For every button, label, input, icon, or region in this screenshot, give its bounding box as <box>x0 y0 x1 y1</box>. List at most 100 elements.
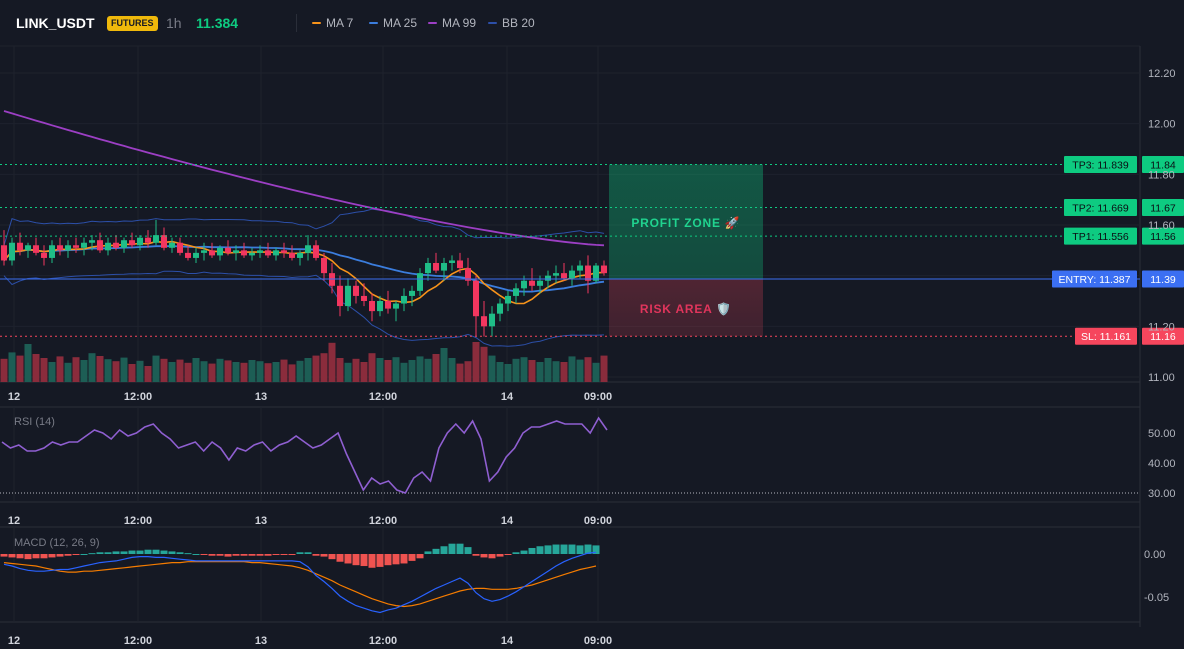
timeframe-label[interactable]: 1h <box>166 15 182 31</box>
macd-pane: MACD (12, 26, 9) 0.00 -0.05 <box>0 537 1169 614</box>
volume-bar <box>496 362 504 382</box>
volume-bar <box>32 354 40 382</box>
macd-tick-label: 0.00 <box>1144 549 1165 561</box>
volume-bar <box>320 353 328 382</box>
volume-bar <box>280 359 288 382</box>
time-tick-label: 14 <box>501 635 514 647</box>
macd-histogram-bar <box>272 554 280 555</box>
time-tick-label: 12:00 <box>124 635 152 647</box>
time-tick-label: 13 <box>255 635 267 647</box>
macd-histogram-bar <box>152 549 160 554</box>
macd-histogram-bar <box>240 554 248 556</box>
time-tick-label: 12:00 <box>369 635 397 647</box>
candle-body <box>121 240 127 248</box>
volume-bar <box>384 360 392 382</box>
macd-signal-line <box>3 561 597 608</box>
trade-zones: PROFIT ZONE 🚀 RISK AREA 🛡️ <box>609 164 763 337</box>
symbol-name[interactable]: LINK_USDT <box>16 15 95 31</box>
macd-histogram-bar <box>456 543 464 554</box>
time-tick-label: 12 <box>8 635 20 647</box>
candle-body <box>553 273 559 276</box>
candle-body <box>577 265 583 271</box>
bb20-swatch-icon <box>488 22 497 24</box>
volume-bar <box>352 358 360 382</box>
candle-body <box>593 265 599 281</box>
macd-histogram-bar <box>168 551 176 554</box>
time-tick-label: 09:00 <box>584 391 612 403</box>
profit-zone-label: PROFIT ZONE 🚀 <box>631 216 740 230</box>
volume-bar <box>600 355 608 382</box>
macd-histogram-bar <box>280 554 288 555</box>
legend-ma7[interactable]: MA 7 <box>312 16 353 30</box>
candle-body <box>233 250 239 253</box>
bb-upper-band <box>3 208 605 246</box>
macd-histogram-bar <box>384 554 392 566</box>
price-tick-label: 12.20 <box>1148 68 1176 80</box>
macd-histogram-bar <box>440 546 448 554</box>
time-tick-label: 09:00 <box>584 515 612 527</box>
price-tick-label: 11.00 <box>1148 372 1175 384</box>
candlestick-series <box>1 219 607 337</box>
macd-histogram-bar <box>328 554 336 560</box>
macd-histogram-bar <box>320 554 328 557</box>
macd-line <box>3 551 597 614</box>
candle-body <box>193 252 199 258</box>
candle-body <box>545 275 551 281</box>
volume-bar <box>416 356 424 382</box>
macd-histogram-bar <box>592 545 600 554</box>
volume-bar <box>200 361 208 382</box>
axis-tag-tp2 <box>1142 199 1184 217</box>
volume-bar <box>56 356 64 382</box>
time-tick-label: 12:00 <box>369 515 397 527</box>
ma7-line <box>3 240 605 305</box>
macd-histogram-bar <box>40 554 48 559</box>
candle-body <box>273 250 279 256</box>
volume-bar <box>272 362 280 382</box>
candle-body <box>601 265 607 274</box>
legend-bb20[interactable]: BB 20 <box>488 16 535 30</box>
macd-histogram-bar <box>8 554 16 558</box>
macd-histogram-bar <box>192 554 200 555</box>
legend-bb20-label: BB 20 <box>502 16 535 30</box>
volume-bar <box>80 360 88 382</box>
level-tag-tp1 <box>1064 227 1137 245</box>
rsi-title: RSI (14) <box>14 416 55 428</box>
macd-histogram-bar <box>208 554 216 556</box>
legend-ma25[interactable]: MA 25 <box>369 16 417 30</box>
last-price: 11.384 <box>196 15 239 31</box>
macd-histogram-bar <box>248 554 256 556</box>
macd-histogram-bar <box>336 554 344 562</box>
futures-badge: FUTURES <box>107 16 158 31</box>
macd-tick-label: -0.05 <box>1144 592 1169 604</box>
candle-body <box>537 280 543 286</box>
macd-histogram-bar <box>464 547 472 554</box>
level-tag-text-tp2: TP2: 11.669 <box>1072 203 1129 215</box>
rsi-pane: RSI (14) 50.00 40.00 30.00 <box>0 416 1176 500</box>
bb-lower-band <box>3 270 605 347</box>
volume-bar <box>240 362 248 382</box>
volume-bar <box>192 358 200 382</box>
time-tick-label: 13 <box>255 391 267 403</box>
macd-histogram-bar <box>0 554 8 557</box>
time-tick-label: 14 <box>501 391 514 403</box>
time-tick-label: 13 <box>255 515 267 527</box>
candle-body <box>225 247 231 253</box>
rsi-line <box>1 416 608 494</box>
candle-body <box>9 242 15 261</box>
candle-body <box>585 265 591 281</box>
rsi-tick-label: 30.00 <box>1148 488 1176 500</box>
candle-body <box>465 268 471 281</box>
macd-histogram-bar <box>72 554 80 555</box>
level-tag-entry <box>1052 270 1137 288</box>
volume-bar <box>24 344 32 382</box>
indicator-overlays <box>3 110 605 347</box>
macd-histogram-bar <box>480 554 488 558</box>
legend-ma99[interactable]: MA 99 <box>428 16 476 30</box>
axis-tag-text-tp1: 11.56 <box>1150 231 1176 243</box>
time-tick-label: 12:00 <box>369 391 397 403</box>
level-tag-text-tp3: TP3: 11.839 <box>1072 159 1129 171</box>
macd-histogram-bar <box>232 554 240 556</box>
candle-body <box>369 301 375 312</box>
rsi-tick-label: 40.00 <box>1148 458 1176 470</box>
